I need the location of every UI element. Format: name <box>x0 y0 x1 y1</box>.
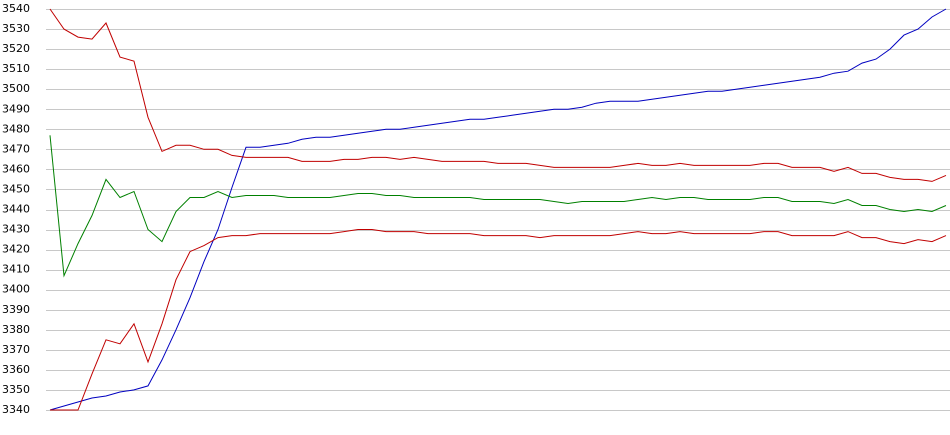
y-tick-label: 3410 <box>2 263 30 276</box>
y-tick-label: 3470 <box>2 142 30 155</box>
y-tick-label: 3380 <box>2 323 30 336</box>
y-tick-label: 3390 <box>2 303 30 316</box>
y-tick-label: 3430 <box>2 223 30 236</box>
y-tick-label: 3350 <box>2 383 30 396</box>
y-tick-label: 3420 <box>2 243 30 256</box>
y-tick-label: 3480 <box>2 122 30 135</box>
y-tick-label: 3500 <box>2 82 30 95</box>
y-tick-label: 3490 <box>2 102 30 115</box>
y-tick-label: 3510 <box>2 62 30 75</box>
y-tick-label: 3400 <box>2 283 30 296</box>
y-tick-label: 3530 <box>2 22 30 35</box>
series-line <box>50 229 947 411</box>
y-tick-label: 3450 <box>2 182 30 195</box>
series-line <box>49 8 947 411</box>
y-tick-label: 3440 <box>2 203 30 216</box>
series-line <box>49 8 947 182</box>
y-tick-label: 3540 <box>2 2 30 15</box>
y-tick-label: 3360 <box>2 363 30 376</box>
y-tick-label: 3340 <box>2 403 30 416</box>
y-tick-label: 3370 <box>2 343 30 356</box>
y-tick-label: 3460 <box>2 162 30 175</box>
y-tick-label: 3520 <box>2 42 30 55</box>
series-line <box>49 135 947 278</box>
